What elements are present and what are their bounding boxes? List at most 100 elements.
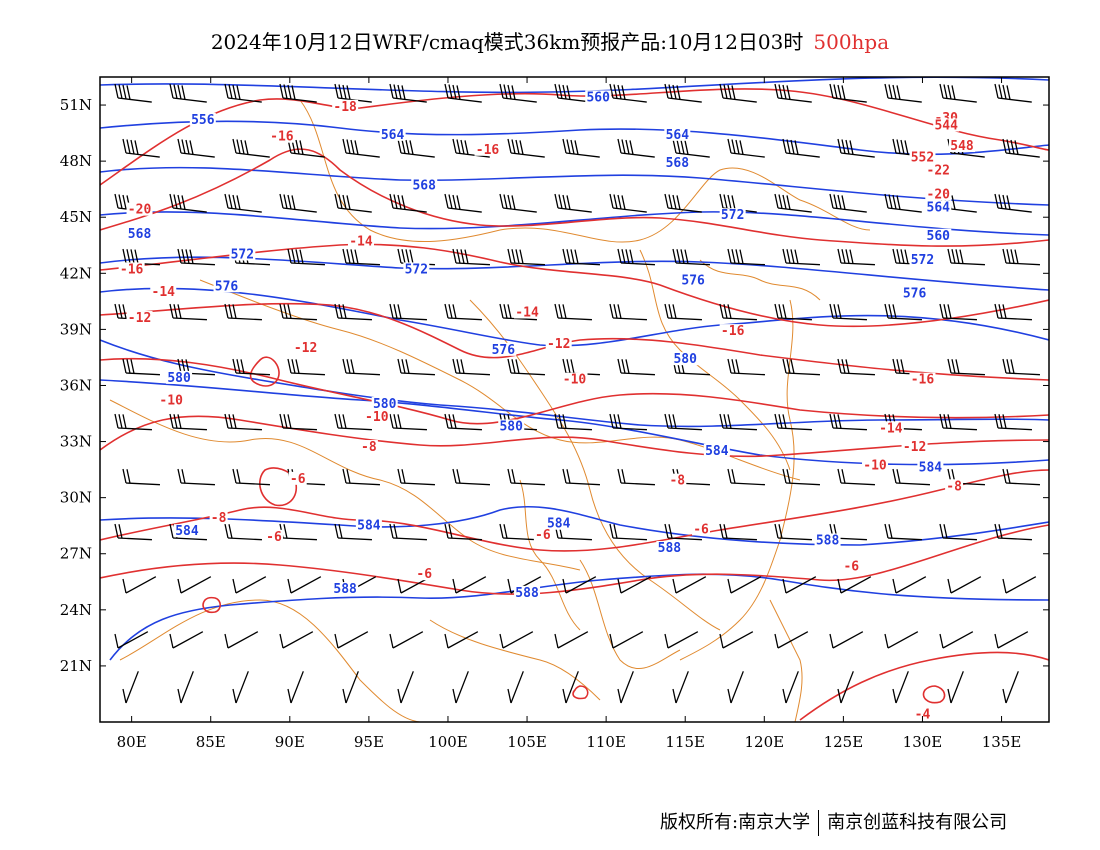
wind-barb xyxy=(342,358,380,376)
wind-barb xyxy=(939,523,977,541)
wind-barb xyxy=(562,671,579,704)
wind-barb xyxy=(617,358,655,376)
wind-barb xyxy=(884,631,919,649)
temperature-contour-label: -8 xyxy=(211,511,227,526)
lat-tick-label: 42N xyxy=(60,264,92,282)
wind-barb xyxy=(169,83,207,103)
temperature-contour-label-bg xyxy=(363,410,390,424)
wind-barb xyxy=(617,248,655,266)
wind-barb xyxy=(1002,138,1040,158)
temperature-contour-label: -6 xyxy=(290,472,306,487)
lon-tick-label: 95E xyxy=(354,733,384,751)
temperature-contour-label: -6 xyxy=(535,528,551,543)
wind-barb xyxy=(892,468,930,486)
height-contour-label: 580 xyxy=(167,371,191,386)
lat-tick-label: 24N xyxy=(60,601,92,619)
wind-barb xyxy=(774,193,812,213)
wind-barb xyxy=(452,468,490,486)
wind-barb xyxy=(507,248,545,266)
height-contour-label-bg xyxy=(173,524,200,538)
wind-barb xyxy=(774,523,812,541)
height-contour-label: 584 xyxy=(547,517,571,532)
temperature-contour-label-bg xyxy=(292,340,319,354)
wind-barb xyxy=(444,303,482,321)
height-contour-label: 572 xyxy=(405,262,428,277)
wind-barb xyxy=(664,83,702,103)
wind-barb xyxy=(287,358,325,376)
wind-barb xyxy=(444,523,482,541)
lat-tick-label: 33N xyxy=(60,433,92,451)
wind-barb xyxy=(452,671,469,704)
wind-barb xyxy=(884,83,922,103)
temperature-contour-label: -16 xyxy=(721,324,745,339)
footer-company: 南京创蓝科技有限公司 xyxy=(827,812,1008,833)
wind-barb xyxy=(727,138,765,158)
height-contour-label: 576 xyxy=(492,343,516,358)
wind-barb xyxy=(452,358,490,376)
lon-tick-label: 115E xyxy=(665,733,705,751)
height-contour-label-bg xyxy=(166,370,193,384)
wind-barb xyxy=(892,671,909,704)
wind-barb xyxy=(444,193,482,213)
wind-barb xyxy=(279,83,317,103)
wind-barb xyxy=(554,303,592,321)
temperature-contour-label-bg xyxy=(842,559,861,573)
wind-barb xyxy=(224,523,262,541)
wind-barb xyxy=(892,576,927,594)
temperature-label-layer: -18-16-16-20-14-16-14-12 -14-12 -12-16-10-… xyxy=(118,99,976,722)
wind-barb xyxy=(609,413,647,431)
wind-barb xyxy=(1002,671,1019,704)
wind-barb xyxy=(444,413,482,431)
height-contour-label-bg xyxy=(189,112,216,126)
height-contour-label-bg xyxy=(585,90,612,104)
wind-barb xyxy=(507,671,524,704)
height-contour-label: 576 xyxy=(903,287,927,302)
wind-barb xyxy=(939,631,974,649)
wind-barb xyxy=(994,193,1032,213)
wind-barb xyxy=(837,138,875,158)
wind-barb xyxy=(774,83,812,103)
wind-barb xyxy=(939,413,977,431)
temperature-contour-label-bg xyxy=(347,234,374,248)
wind-barb xyxy=(397,358,435,376)
boundary-lines xyxy=(109,99,871,722)
copyright-footer: 版权所有:南京大学 南京创蓝科技有限公司 xyxy=(660,808,1007,836)
wind-barb xyxy=(177,248,215,266)
wind-barb xyxy=(224,413,262,431)
wind-barbs xyxy=(114,83,1040,704)
wind-barb xyxy=(169,413,207,431)
height-contour-label-bg xyxy=(719,208,746,222)
temperature-contour-label-bg xyxy=(913,707,932,721)
temperature-contour-label: -6 xyxy=(416,567,432,582)
wind-barb xyxy=(122,671,139,704)
temperature-contour-label: -6 xyxy=(843,560,859,575)
wind-barb xyxy=(829,303,867,321)
lat-tick-label: 39N xyxy=(60,320,92,338)
wind-barb xyxy=(947,358,985,376)
wind-barb xyxy=(562,138,600,158)
wind-barb xyxy=(122,358,160,376)
temperature-contour-label-bg xyxy=(862,458,889,472)
height-contour-label-bg xyxy=(917,460,944,474)
footer-owner: 版权所有:南京大学 xyxy=(660,812,811,833)
wind-barb xyxy=(837,468,875,486)
wind-barb xyxy=(609,83,647,103)
wind-barb xyxy=(727,358,765,376)
temperature-contour-label: -10 xyxy=(863,459,887,474)
wind-barb xyxy=(452,576,487,594)
wind-barb xyxy=(499,303,537,321)
wind-barb xyxy=(169,631,204,649)
wind-barb xyxy=(947,576,982,594)
wind-barb xyxy=(672,138,710,158)
lat-tick-label: 30N xyxy=(60,489,92,507)
height-contour-label: 576 xyxy=(215,279,239,294)
wind-barb xyxy=(774,413,812,431)
wind-barb xyxy=(994,83,1032,103)
wind-barb xyxy=(994,303,1032,321)
height-contour-label: 580 xyxy=(373,397,397,412)
height-contour-label: 568 xyxy=(128,227,152,242)
wind-barb xyxy=(727,248,765,266)
wind-barb xyxy=(389,303,427,321)
wind-barb xyxy=(279,193,317,213)
height-contour-label-bg xyxy=(490,342,517,356)
